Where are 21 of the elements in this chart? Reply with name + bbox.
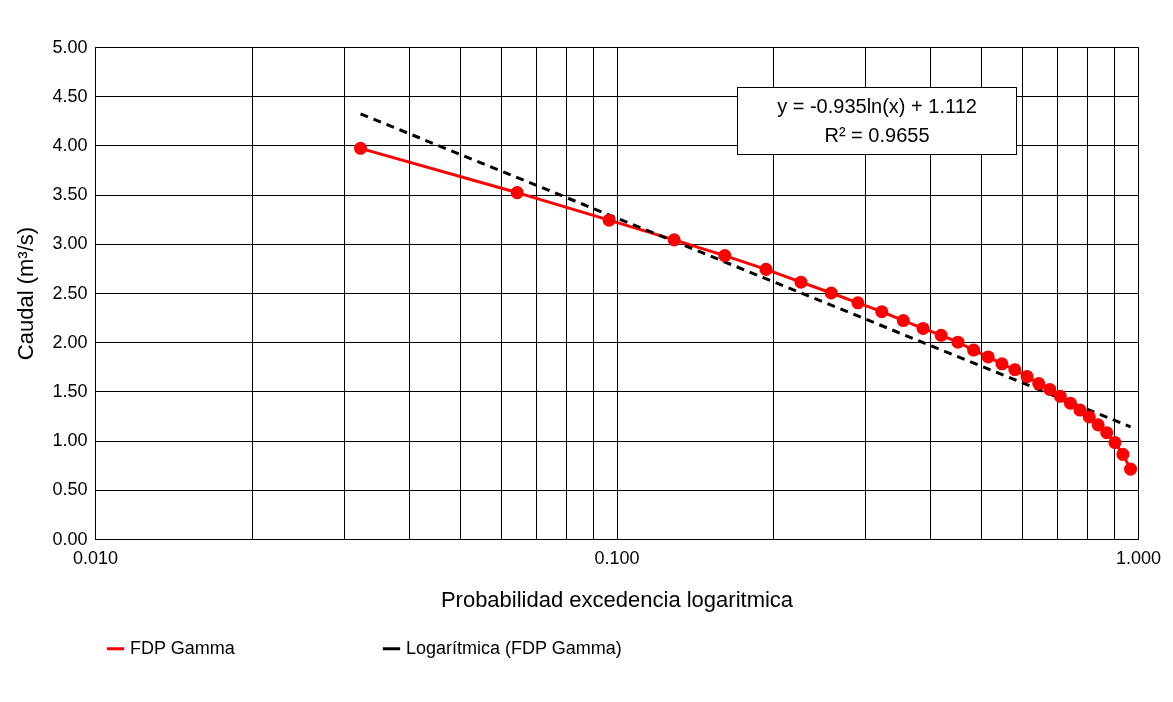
- y-tick-label: 4.50: [52, 85, 88, 106]
- x-axis-title: Probabilidad excedencia logaritmica: [440, 586, 794, 612]
- y-tick-label: 1.00: [52, 430, 88, 451]
- x-tick-label: 0.010: [72, 547, 119, 568]
- y-tick-label: 3.00: [52, 233, 88, 254]
- y-tick-label: 4.00: [52, 134, 88, 155]
- annotation: R² = 0.9655: [823, 123, 931, 148]
- x-tick-label: 0.100: [594, 547, 640, 568]
- y-tick-label: 2.00: [52, 331, 88, 352]
- y-tick-label: 1.50: [52, 380, 88, 401]
- annotation: y = -0.935ln(x) + 1.112: [776, 94, 978, 119]
- legend-label: FDP Gamma: [130, 637, 236, 658]
- y-axis-title: Caudal (m³/s): [13, 226, 39, 361]
- y-tick-label: 3.50: [52, 184, 88, 205]
- x-tick-label: 1.000: [1115, 547, 1162, 568]
- legend-label: Logarítmica (FDP Gamma): [406, 637, 622, 658]
- y-tick-label: 5.00: [52, 36, 88, 57]
- y-tick-label: 2.50: [52, 282, 88, 303]
- y-tick-label: 0.00: [52, 528, 88, 549]
- equation-box: y = -0.935ln(x) + 1.112 R² = 0.9655: [737, 87, 1017, 155]
- y-tick-label: 0.50: [52, 479, 88, 500]
